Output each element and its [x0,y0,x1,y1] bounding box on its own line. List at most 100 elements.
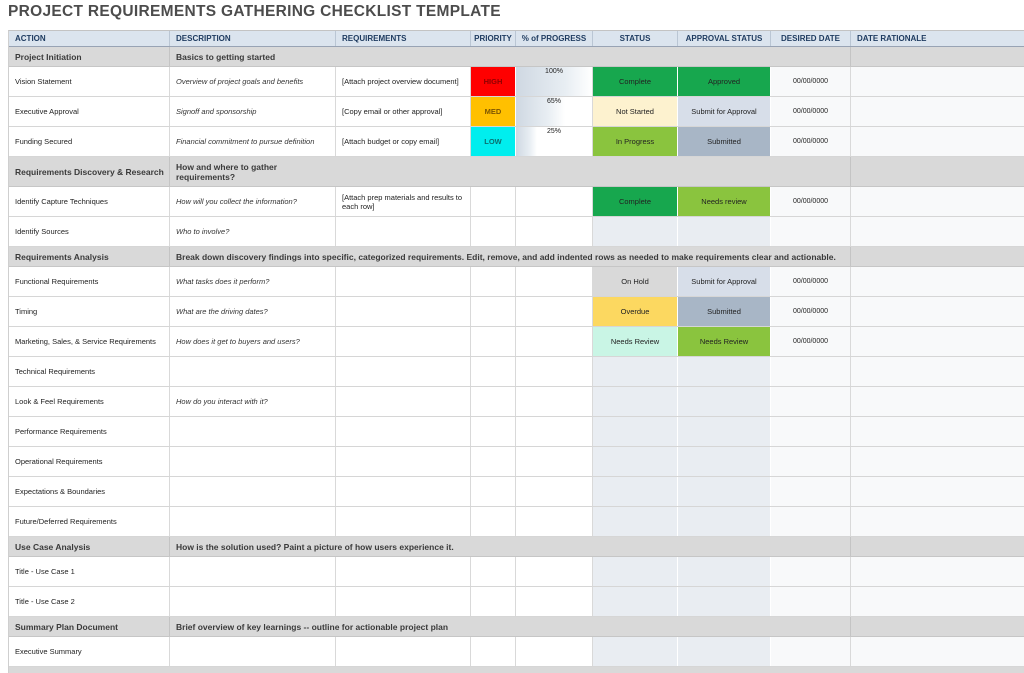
cell-description[interactable]: How do you interact with it? [170,387,336,416]
cell-date-rationale[interactable] [851,327,1024,356]
cell-date-rationale[interactable] [851,297,1024,326]
approval-status-badge[interactable]: Submit for Approval [678,97,771,126]
cell-progress[interactable] [516,217,593,246]
cell-approval-status[interactable] [678,557,771,586]
cell-progress[interactable] [516,297,593,326]
cell-priority[interactable] [471,387,516,416]
cell-priority[interactable] [471,477,516,506]
cell-action[interactable]: Title - Use Case 1 [9,557,170,586]
cell-progress[interactable] [516,417,593,446]
cell-desired-date[interactable]: 00/00/0000 [771,97,851,126]
section-rationale-cell[interactable] [851,247,1024,266]
cell-action[interactable]: Timing [9,297,170,326]
cell-action[interactable]: Future/Deferred Requirements [9,507,170,536]
cell-requirements[interactable] [336,327,471,356]
cell-desired-date[interactable]: 00/00/0000 [771,67,851,96]
cell-requirements[interactable] [336,387,471,416]
cell-description[interactable] [170,587,336,616]
status-badge[interactable]: Complete [593,187,678,216]
cell-requirements[interactable] [336,477,471,506]
status-badge[interactable]: Not Started [593,97,678,126]
cell-status[interactable] [593,587,678,616]
section-rationale-cell[interactable] [851,617,1024,636]
cell-description[interactable]: What tasks does it perform? [170,267,336,296]
cell-progress[interactable]: 100% [516,67,593,96]
section-description-cell[interactable]: Basics to getting started [170,47,851,66]
cell-status[interactable] [593,447,678,476]
cell-action[interactable]: Marketing, Sales, & Service Requirements [9,327,170,356]
cell-progress[interactable] [516,267,593,296]
cell-desired-date[interactable] [771,447,851,476]
cell-status[interactable] [593,357,678,386]
cell-priority[interactable] [471,297,516,326]
section-description-cell[interactable]: Brief overview of key learnings -- outli… [170,617,851,636]
cell-desired-date[interactable]: 00/00/0000 [771,297,851,326]
cell-description[interactable] [170,357,336,386]
section-title-cell[interactable]: Requirements Discovery & Research [9,157,170,186]
cell-progress[interactable]: 65% [516,97,593,126]
cell-description[interactable] [170,417,336,446]
cell-desired-date[interactable]: 00/00/0000 [771,267,851,296]
cell-progress[interactable] [516,477,593,506]
cell-requirements[interactable]: [Copy email or other approval] [336,97,471,126]
cell-requirements[interactable] [336,507,471,536]
status-badge[interactable]: In Progress [593,127,678,156]
cell-description[interactable]: Financial commitment to pursue definitio… [170,127,336,156]
section-title-cell[interactable] [9,667,170,673]
section-title-cell[interactable]: Project Initiation [9,47,170,66]
section-description-cell[interactable]: How is the solution used? Paint a pictur… [170,537,851,556]
section-title-cell[interactable]: Requirements Analysis [9,247,170,266]
cell-requirements[interactable] [336,587,471,616]
approval-status-badge[interactable]: Submitted [678,297,771,326]
cell-date-rationale[interactable] [851,67,1024,96]
cell-approval-status[interactable] [678,477,771,506]
cell-desired-date[interactable] [771,587,851,616]
status-badge[interactable]: On Hold [593,267,678,296]
cell-approval-status[interactable] [678,217,771,246]
cell-description[interactable]: Overview of project goals and benefits [170,67,336,96]
status-badge[interactable]: Complete [593,67,678,96]
cell-priority[interactable] [471,267,516,296]
cell-progress[interactable] [516,447,593,476]
cell-date-rationale[interactable] [851,387,1024,416]
approval-status-badge[interactable]: Approved [678,67,771,96]
cell-requirements[interactable] [336,217,471,246]
cell-desired-date[interactable]: 00/00/0000 [771,127,851,156]
cell-action[interactable]: Vision Statement [9,67,170,96]
section-rationale-cell[interactable] [851,667,1024,673]
cell-approval-status[interactable] [678,357,771,386]
cell-action[interactable]: Performance Requirements [9,417,170,446]
approval-status-badge[interactable]: Submit for Approval [678,267,771,296]
cell-date-rationale[interactable] [851,187,1024,216]
status-badge[interactable]: Overdue [593,297,678,326]
cell-action[interactable]: Identify Sources [9,217,170,246]
cell-requirements[interactable] [336,447,471,476]
cell-action[interactable]: Technical Requirements [9,357,170,386]
priority-badge[interactable]: LOW [471,127,516,156]
cell-progress[interactable] [516,187,593,216]
cell-approval-status[interactable] [678,447,771,476]
priority-badge[interactable]: HIGH [471,67,516,96]
cell-priority[interactable] [471,587,516,616]
cell-action[interactable]: Look & Feel Requirements [9,387,170,416]
cell-description[interactable]: How will you collect the information? [170,187,336,216]
cell-date-rationale[interactable] [851,507,1024,536]
cell-description[interactable] [170,447,336,476]
approval-status-badge[interactable]: Needs review [678,187,771,216]
cell-progress[interactable] [516,387,593,416]
cell-progress[interactable] [516,557,593,586]
cell-requirements[interactable]: [Attach project overview document] [336,67,471,96]
cell-progress[interactable] [516,357,593,386]
cell-status[interactable] [593,417,678,446]
cell-priority[interactable] [471,447,516,476]
cell-action[interactable]: Executive Summary [9,637,170,666]
cell-date-rationale[interactable] [851,477,1024,506]
cell-requirements[interactable] [336,267,471,296]
cell-requirements[interactable]: [Attach prep materials and results to ea… [336,187,471,216]
cell-date-rationale[interactable] [851,357,1024,386]
cell-action[interactable]: Identify Capture Techniques [9,187,170,216]
cell-progress[interactable]: 25% [516,127,593,156]
section-title-cell[interactable]: Summary Plan Document [9,617,170,636]
section-description-cell[interactable]: How and where to gather requirements? [170,157,851,186]
cell-priority[interactable] [471,637,516,666]
